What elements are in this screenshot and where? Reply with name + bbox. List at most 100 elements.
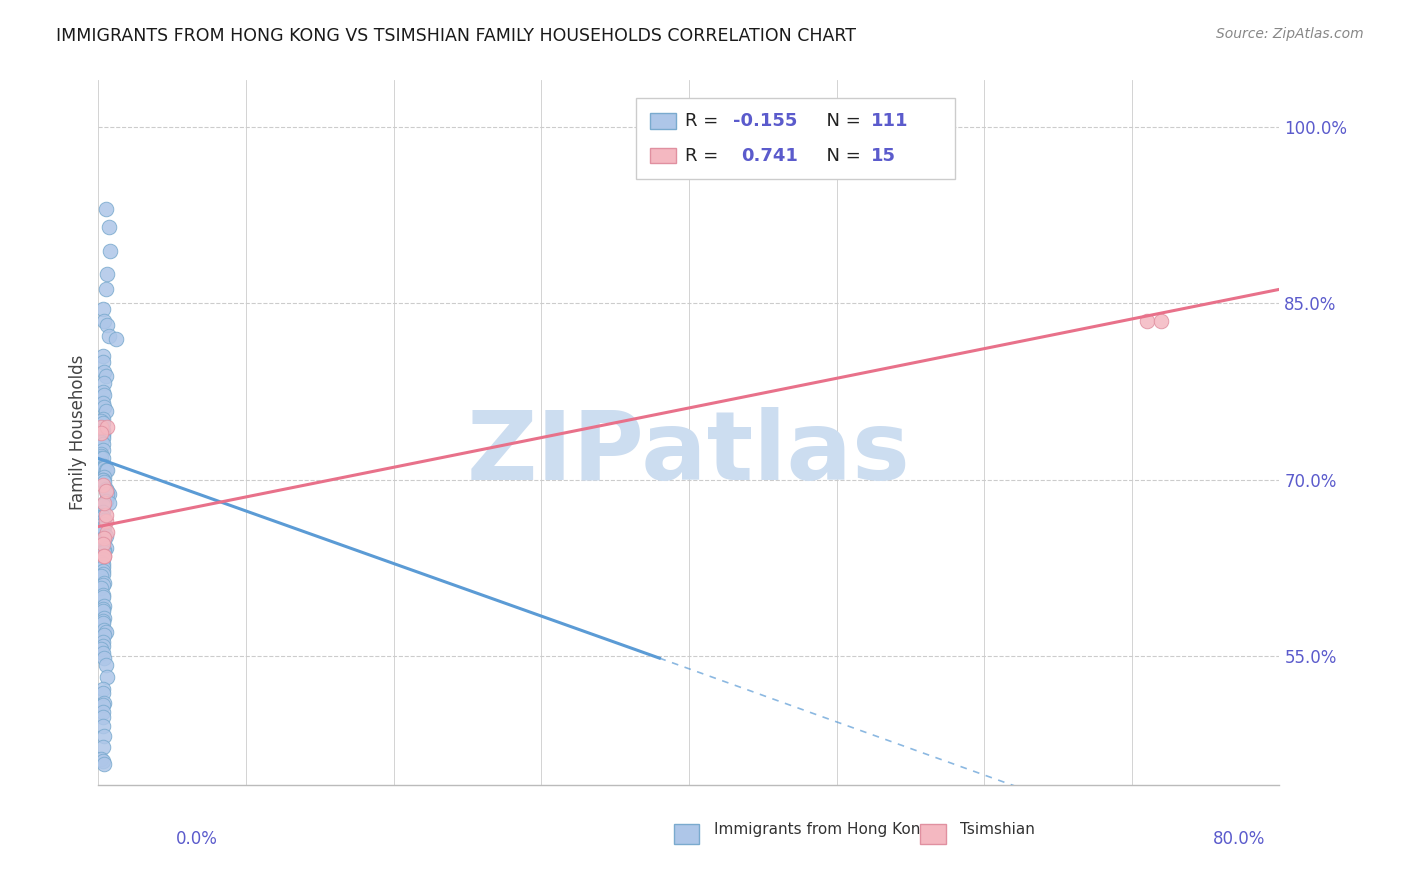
Point xyxy=(97,220,120,235)
Point xyxy=(91,522,114,536)
Point xyxy=(91,566,114,581)
Point xyxy=(91,719,114,733)
Point xyxy=(91,473,114,487)
Point xyxy=(90,522,112,536)
Point xyxy=(91,451,114,466)
Point xyxy=(91,681,114,696)
Point xyxy=(94,482,117,496)
Point xyxy=(91,698,114,712)
Point xyxy=(91,510,114,524)
Text: IMMIGRANTS FROM HONG KONG VS TSIMSHIAN FAMILY HOUSEHOLDS CORRELATION CHART: IMMIGRANTS FROM HONG KONG VS TSIMSHIAN F… xyxy=(56,27,856,45)
Point xyxy=(90,425,112,440)
Point xyxy=(94,508,117,522)
Point xyxy=(93,458,115,473)
Point xyxy=(93,388,115,402)
Point xyxy=(91,443,114,458)
Point xyxy=(91,710,114,724)
Point xyxy=(93,729,115,743)
Point xyxy=(105,332,128,346)
Point xyxy=(91,384,114,399)
Point xyxy=(90,451,112,466)
Point xyxy=(91,686,114,700)
Point xyxy=(91,396,114,410)
Point xyxy=(91,755,114,769)
Point xyxy=(91,604,114,618)
Point xyxy=(93,475,115,489)
Point xyxy=(90,435,112,450)
Point xyxy=(91,578,114,592)
Point xyxy=(94,282,117,296)
Point xyxy=(96,318,118,332)
Text: 0.0%: 0.0% xyxy=(176,830,218,847)
FancyBboxPatch shape xyxy=(636,98,955,179)
Point xyxy=(91,533,114,548)
Point xyxy=(94,514,117,528)
Point xyxy=(96,525,118,540)
Point xyxy=(91,473,114,487)
Point xyxy=(91,564,114,578)
Point xyxy=(94,541,117,555)
Point xyxy=(93,599,115,614)
Point xyxy=(90,414,112,428)
Point xyxy=(91,428,114,442)
Point xyxy=(91,437,114,451)
Point xyxy=(91,557,114,571)
Point xyxy=(93,461,115,475)
Point xyxy=(98,244,121,258)
Point xyxy=(93,400,115,414)
Point xyxy=(93,549,115,563)
Point xyxy=(91,506,114,520)
Point xyxy=(93,627,115,641)
Point xyxy=(90,641,112,656)
Point xyxy=(96,484,118,499)
Point xyxy=(91,740,114,755)
Point xyxy=(94,202,117,217)
Point xyxy=(91,602,114,616)
Point xyxy=(97,486,120,500)
Text: Tsimshian: Tsimshian xyxy=(960,822,1035,837)
Point xyxy=(94,463,117,477)
Point xyxy=(96,486,118,500)
Point xyxy=(93,623,115,637)
Point xyxy=(96,267,118,281)
Point xyxy=(91,349,114,363)
Point xyxy=(93,512,115,526)
Point xyxy=(91,559,114,574)
Point xyxy=(91,432,114,446)
Point xyxy=(90,752,112,766)
Text: N =: N = xyxy=(815,112,868,130)
Point xyxy=(93,651,115,665)
Point xyxy=(94,625,117,640)
Point xyxy=(93,545,115,559)
Text: R =: R = xyxy=(685,146,730,165)
Point xyxy=(91,545,114,559)
Point xyxy=(90,447,112,461)
Point xyxy=(91,615,114,630)
Text: 15: 15 xyxy=(870,146,896,165)
Point xyxy=(93,543,115,558)
Point xyxy=(93,532,115,546)
Point xyxy=(90,555,112,569)
Text: -0.155: -0.155 xyxy=(733,112,797,130)
Point xyxy=(93,519,115,533)
Point xyxy=(90,569,112,583)
Text: N =: N = xyxy=(815,146,868,165)
Point xyxy=(91,590,114,604)
Point xyxy=(91,588,114,602)
Point xyxy=(97,329,120,343)
Point xyxy=(91,537,114,551)
Text: Source: ZipAtlas.com: Source: ZipAtlas.com xyxy=(1216,27,1364,41)
Text: Immigrants from Hong Kong: Immigrants from Hong Kong xyxy=(713,822,929,837)
Point xyxy=(91,640,114,654)
Point xyxy=(90,508,112,522)
Point xyxy=(90,581,112,595)
Point xyxy=(91,634,114,648)
Point xyxy=(93,314,115,328)
Point xyxy=(91,499,114,513)
Text: 80.0%: 80.0% xyxy=(1213,830,1265,847)
Point xyxy=(94,484,117,499)
Point xyxy=(91,411,114,425)
Point xyxy=(96,419,118,434)
Point xyxy=(90,449,112,463)
Point xyxy=(93,611,115,625)
